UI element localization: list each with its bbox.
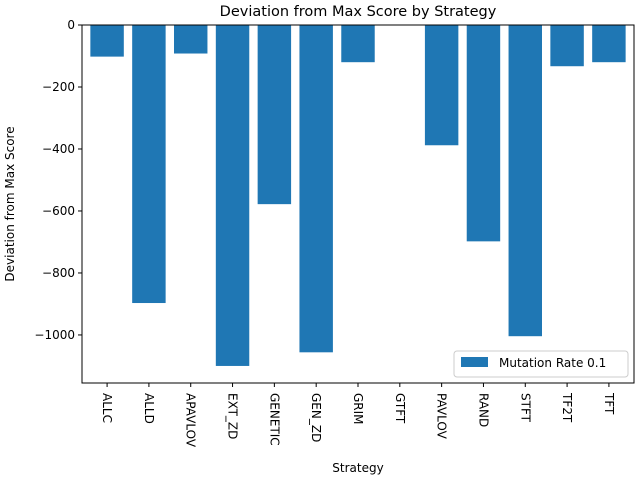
legend-box — [453, 350, 629, 378]
x-tick-label: STFT — [518, 393, 532, 423]
x-tick-label: PAVLOV — [435, 393, 449, 440]
bar-rand — [466, 25, 501, 242]
x-tick-label: GRIM — [351, 393, 365, 425]
x-tick-label: ALLD — [142, 393, 156, 424]
bar-allc — [90, 25, 124, 57]
x-tick-label: EXT_ZD — [226, 393, 240, 439]
x-tick-label: GEN_ZD — [309, 393, 323, 442]
x-tick-label: RAND — [476, 393, 490, 427]
bar-stft — [508, 25, 542, 337]
x-axis-label: Strategy — [332, 461, 383, 475]
x-tick-label: TFT — [602, 392, 616, 415]
x-tick-label: GTFT — [393, 393, 407, 424]
y-tick-label: −1000 — [34, 328, 75, 342]
y-tick-label: 0 — [67, 18, 75, 32]
bar-tft — [592, 25, 626, 63]
bar-pavlov — [424, 25, 459, 146]
bar-alld — [132, 25, 166, 304]
x-tick-label: GENETIC — [267, 393, 281, 446]
legend-entry-label: Mutation Rate 0.1 — [499, 356, 606, 370]
bar-gen-zd — [299, 25, 333, 353]
bar-grim — [341, 25, 375, 63]
bar-apavlov — [174, 25, 208, 54]
y-tick-label: −800 — [42, 266, 75, 280]
y-axis-ticks: 0 −200 −400 −600 −800 −1000 — [34, 18, 82, 342]
x-tick-label: APAVLOV — [184, 393, 198, 448]
bars-group — [90, 25, 626, 366]
x-tick-label: TF2T — [560, 392, 574, 423]
chart-title: Deviation from Max Score by Strategy — [220, 4, 497, 20]
x-axis-ticks: ALLC ALLD APAVLOV EXT_ZD GENETIC GEN_ZD GRIM GT… — [100, 383, 616, 448]
y-tick-label: −600 — [42, 204, 75, 218]
legend-swatch — [461, 357, 488, 367]
legend: Mutation Rate 0.1 — [453, 350, 629, 378]
bar-tf2t — [550, 25, 584, 67]
y-tick-label: −400 — [42, 142, 75, 156]
bar-genetic — [257, 25, 292, 205]
x-tick-label: ALLC — [100, 393, 114, 423]
y-tick-label: −200 — [42, 80, 75, 94]
bar-ext-zd — [215, 25, 250, 366]
y-axis-label: Deviation from Max Score — [3, 126, 17, 281]
